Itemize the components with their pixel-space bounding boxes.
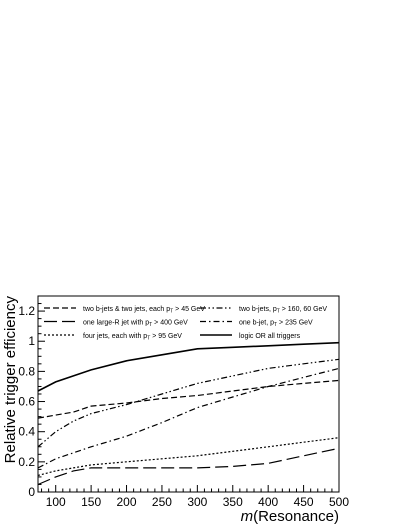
legend-label-main: four jets, each with p bbox=[83, 333, 147, 340]
x-tick-label: 450 bbox=[294, 495, 314, 509]
series-lines bbox=[37, 341, 340, 486]
x-tick-label: 200 bbox=[117, 495, 137, 509]
y-tick-label: 0.6 bbox=[18, 395, 35, 409]
x-tick-label: 350 bbox=[223, 495, 243, 509]
y-tick-label: 0.8 bbox=[18, 364, 35, 378]
y-tick-label: 0 bbox=[28, 485, 35, 499]
legend-label-1: one large-R jet with pT > 400 GeV bbox=[83, 320, 188, 329]
legend-label-tail: > 45 GeV bbox=[173, 306, 205, 313]
series-line-1 bbox=[37, 447, 340, 486]
x-axis-label: m(Resonance) bbox=[241, 508, 339, 525]
legend-label-main: two b-jets & two jets, each p bbox=[83, 306, 170, 313]
legend-label-4: one b-jet, pT > 235 GeV bbox=[239, 320, 313, 329]
legend-label-sub: T bbox=[149, 322, 152, 328]
legend-label-2: four jets, each with pT > 95 GeV bbox=[83, 333, 182, 342]
x-tick-label: 250 bbox=[152, 495, 172, 509]
series-line-0 bbox=[37, 379, 340, 419]
series-line-2 bbox=[37, 437, 340, 476]
x-tick-label: 400 bbox=[258, 495, 278, 509]
x-axis-label-rest: (Resonance) bbox=[253, 508, 339, 525]
legend-label-sub: T bbox=[274, 322, 277, 328]
legend-label-5: logic OR all triggers bbox=[239, 333, 301, 340]
x-axis-label-italic: m bbox=[241, 508, 254, 525]
y-tick-label: 1.2 bbox=[18, 304, 35, 318]
legend-label-tail: > 400 GeV bbox=[152, 320, 188, 327]
legend-label-tail: > 235 GeV bbox=[277, 320, 313, 327]
legend-label-main: one b-jet, p bbox=[239, 320, 274, 327]
y-tick-label: 0.4 bbox=[18, 425, 35, 439]
axis-ticks bbox=[38, 295, 340, 493]
x-tick-label: 150 bbox=[81, 495, 101, 509]
x-tick-label: 500 bbox=[329, 495, 349, 509]
legend-label-sub: T bbox=[277, 309, 280, 315]
legend-label-0: two b-jets & two jets, each pT > 45 GeV bbox=[83, 306, 205, 315]
series-line-4 bbox=[37, 367, 340, 469]
legend-label-3: two b-jets, pT > 160, 60 GeV bbox=[239, 306, 327, 315]
x-tick-label: 300 bbox=[187, 495, 207, 509]
y-tick-label: 0.2 bbox=[18, 455, 35, 469]
series-line-3 bbox=[37, 358, 340, 448]
legend-label-sub: T bbox=[170, 309, 173, 315]
x-tick-label: 100 bbox=[46, 495, 66, 509]
legend-label-sub: T bbox=[147, 336, 150, 342]
legend-label-main: two b-jets, p bbox=[239, 306, 277, 313]
legend-label-main: one large-R jet with p bbox=[83, 320, 149, 327]
legend-label-tail: > 95 GeV bbox=[150, 333, 182, 340]
tick-labels: 100 150 200 250 300 350 400 450 500 0 0.2 0.4 0.6 0.8… bbox=[18, 304, 349, 509]
y-axis-label: Relative trigger efficiency bbox=[2, 296, 19, 464]
series-line-5 bbox=[37, 341, 340, 392]
legend-label-tail: > 160, 60 GeV bbox=[280, 306, 328, 313]
y-tick-label: 1 bbox=[28, 334, 35, 348]
legend: two b-jets & two jets, each pT > 45 GeV t… bbox=[44, 306, 327, 342]
legend-label-main: logic OR all triggers bbox=[239, 333, 301, 340]
